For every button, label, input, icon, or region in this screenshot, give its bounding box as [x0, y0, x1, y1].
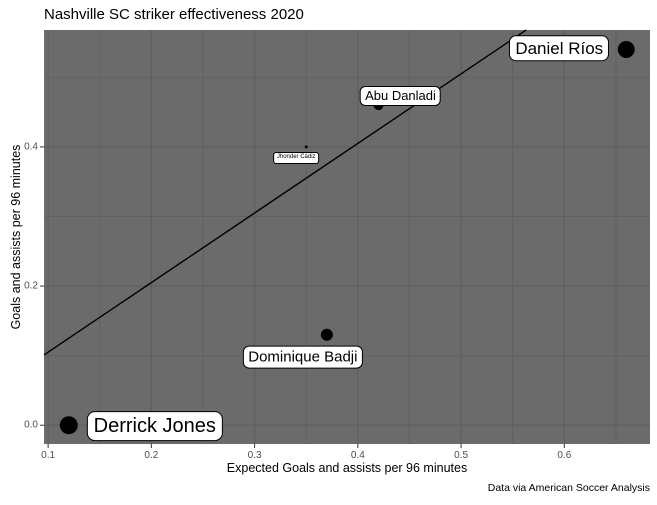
data-point: [373, 100, 384, 111]
data-point: [320, 328, 333, 341]
data-point: [304, 145, 308, 149]
data-point: [59, 416, 78, 435]
data-point: [617, 40, 635, 58]
reference-line: [43, 29, 527, 356]
plot-panel: [44, 30, 650, 444]
